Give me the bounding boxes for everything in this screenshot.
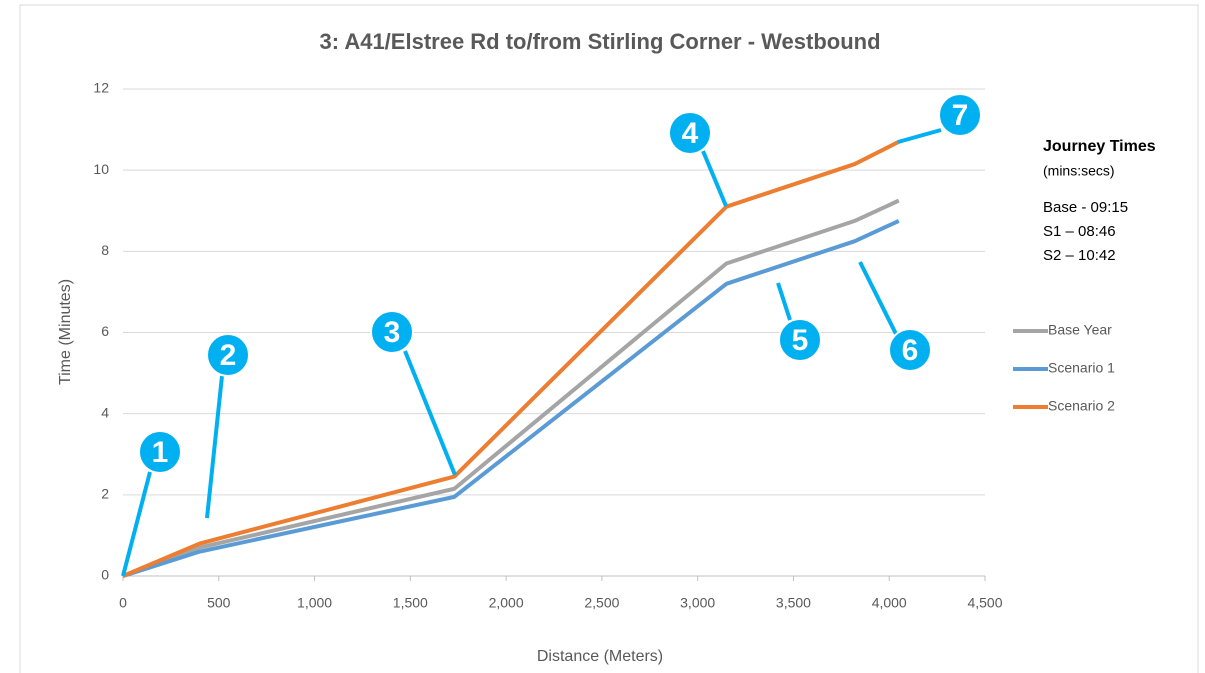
callout-circle [370, 310, 414, 354]
callout-line [121, 471, 152, 577]
callout-line [858, 261, 898, 335]
x-tick-label: 4,000 [872, 595, 907, 611]
y-tick-label: 2 [101, 486, 109, 502]
x-axis-label: Distance (Meters) [537, 648, 663, 665]
callout-label: 1 [152, 436, 169, 469]
callout-line [897, 128, 942, 144]
notes-subheading: (mins:secs) [1043, 163, 1115, 179]
series-line [122, 139, 900, 578]
callout-circle [938, 93, 982, 137]
y-tick-label: 12 [93, 80, 109, 96]
callout-label: 5 [792, 324, 809, 357]
x-tick-label: 1,500 [393, 595, 428, 611]
callout-label: 3 [384, 316, 401, 349]
x-tick-label: 2,500 [584, 595, 619, 611]
legend-label: Base Year [1048, 322, 1112, 338]
callout-label: 2 [220, 339, 237, 372]
x-tick-label: 3,000 [680, 595, 715, 611]
x-tick-label: 500 [207, 595, 231, 611]
callout-circle [778, 318, 822, 362]
y-tick-label: 8 [101, 242, 109, 258]
callout-circle [888, 328, 932, 372]
callout-line [205, 375, 224, 519]
callout-label: 4 [682, 117, 699, 150]
callout-label: 7 [952, 99, 969, 132]
chart-title: 3: A41/Elstree Rd to/from Stirling Corne… [319, 29, 880, 54]
y-tick-label: 4 [101, 404, 109, 420]
x-tick-label: 1,000 [297, 595, 332, 611]
legend-label: Scenario 1 [1048, 360, 1115, 376]
legend-label: Scenario 2 [1048, 398, 1115, 414]
callout-circle [206, 333, 250, 377]
series-line [122, 219, 900, 578]
x-tick-label: 3,500 [776, 595, 811, 611]
callout-line [701, 150, 728, 207]
notes-line: Base - 09:15 [1043, 199, 1128, 216]
y-tick-label: 6 [101, 323, 109, 339]
callout-line [776, 282, 792, 321]
y-tick-label: 0 [101, 567, 109, 583]
notes-line: S1 – 08:46 [1043, 223, 1116, 240]
callout-circle [668, 111, 712, 155]
notes-line: S2 – 10:42 [1043, 247, 1116, 264]
x-tick-label: 2,000 [489, 595, 524, 611]
callout-line [403, 350, 457, 476]
x-tick-label: 4,500 [967, 595, 1002, 611]
notes-heading: Journey Times [1043, 138, 1156, 155]
chart-frame [19, 4, 1199, 673]
callout-label: 6 [902, 334, 919, 367]
y-axis-label: Time (Minutes) [57, 279, 74, 385]
x-tick-label: 0 [119, 595, 127, 611]
y-tick-label: 10 [93, 161, 109, 177]
callout-circle [138, 430, 182, 474]
series-line [122, 198, 900, 578]
